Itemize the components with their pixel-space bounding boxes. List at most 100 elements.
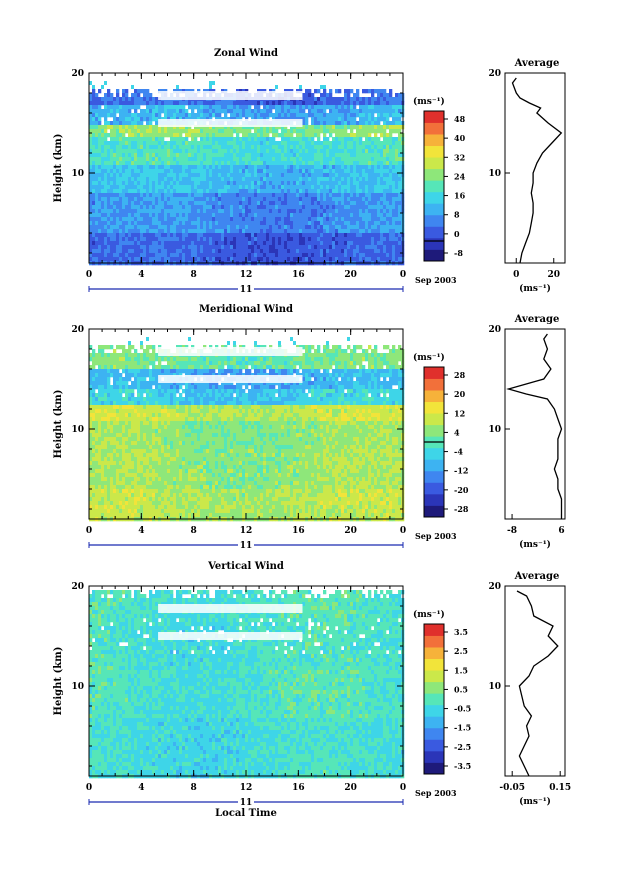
heatmap-cell xyxy=(161,141,165,146)
heatmap-cell xyxy=(224,221,228,226)
heatmap-cell xyxy=(218,161,222,166)
heatmap-cell xyxy=(395,169,399,174)
heatmap-cell xyxy=(341,241,345,246)
heatmap-cell xyxy=(119,249,123,254)
heatmap-cell xyxy=(116,93,120,98)
heatmap-cell xyxy=(155,201,159,206)
heatmap-cell xyxy=(260,109,264,114)
heatmap-cell xyxy=(311,253,315,258)
heatmap-cell xyxy=(170,209,174,214)
heatmap-cell xyxy=(386,97,390,102)
heatmap-cell xyxy=(266,149,270,154)
heatmap-cell xyxy=(371,357,375,362)
heatmap-cell xyxy=(188,357,192,362)
heatmap-cell xyxy=(371,241,375,246)
heatmap-cell xyxy=(305,221,309,226)
heatmap-cell xyxy=(152,217,156,222)
heatmap-cell xyxy=(335,97,339,102)
heatmap-cell xyxy=(122,201,126,206)
heatmap-cell xyxy=(293,245,297,250)
heatmap-cell xyxy=(374,129,378,134)
heatmap-cell xyxy=(257,253,261,258)
heatmap-cell xyxy=(89,209,93,214)
heatmap-cell xyxy=(308,197,312,202)
heatmap-cell xyxy=(206,137,210,142)
heatmap-cell xyxy=(110,241,114,246)
heatmap-cell xyxy=(92,185,96,190)
heatmap-cell xyxy=(233,109,237,114)
heatmap-cell xyxy=(242,253,246,258)
heatmap-cell xyxy=(266,209,270,214)
heatmap-cell xyxy=(221,161,225,166)
heatmap-cell xyxy=(206,245,210,250)
heatmap-cell xyxy=(326,185,330,190)
heatmap-cell xyxy=(278,341,281,345)
heatmap-cell xyxy=(212,229,216,234)
heatmap-cell xyxy=(92,129,96,134)
heatmap-cell xyxy=(149,169,153,174)
heatmap-cell xyxy=(362,353,366,358)
heatmap-cell xyxy=(155,249,159,254)
heatmap-cell xyxy=(131,149,135,154)
heatmap-cell xyxy=(110,197,114,202)
heatmap-cell xyxy=(233,181,237,186)
heatmap-cell xyxy=(119,97,123,102)
heatmap-cell xyxy=(176,201,180,206)
heatmap-cell xyxy=(257,213,261,218)
heatmap-cell xyxy=(98,153,102,158)
heatmap-cell xyxy=(353,245,357,250)
heatmap-cell xyxy=(350,173,354,178)
heatmap-cell xyxy=(116,197,120,202)
heatmap-cell xyxy=(290,109,294,114)
heatmap-cell xyxy=(266,213,270,218)
heatmap-cell xyxy=(332,205,336,210)
heatmap-cell xyxy=(311,157,315,162)
heatmap-cell xyxy=(257,201,261,206)
heatmap-cell xyxy=(131,233,135,238)
heatmap-cell xyxy=(125,361,129,366)
heatmap-cell xyxy=(359,257,363,262)
heatmap-cell xyxy=(137,213,141,218)
heatmap-cell xyxy=(290,177,294,182)
heatmap-cell xyxy=(92,101,96,106)
heatmap-cell xyxy=(95,141,99,146)
heatmap-cell xyxy=(92,153,96,158)
heatmap-cell xyxy=(308,125,312,130)
heatmap-cell xyxy=(188,229,192,234)
heatmap-cell xyxy=(329,185,333,190)
heatmap-cell xyxy=(338,205,342,210)
heatmap-cell xyxy=(290,129,294,134)
heatmap-cell xyxy=(389,233,393,238)
heatmap-cell xyxy=(332,345,336,350)
heatmap-cell xyxy=(281,193,285,198)
heatmap-cell xyxy=(197,253,201,258)
heatmap-cell xyxy=(287,105,291,110)
heatmap-cell xyxy=(389,221,393,226)
heatmap-cell xyxy=(362,249,366,254)
heatmap-cell xyxy=(200,237,204,242)
heatmap-cell xyxy=(254,209,258,214)
heatmap-cell xyxy=(254,257,258,262)
heatmap-cell xyxy=(335,145,339,150)
heatmap-cell xyxy=(95,137,99,142)
heatmap-cell xyxy=(353,113,357,118)
heatmap-cell xyxy=(161,217,165,222)
heatmap-cell xyxy=(269,177,273,182)
heatmap-cell xyxy=(119,257,123,262)
heatmap-cell xyxy=(176,101,180,106)
heatmap-cell xyxy=(200,125,204,130)
heatmap-cell xyxy=(95,109,99,114)
heatmap-cell xyxy=(218,153,222,158)
heatmap-cell xyxy=(176,357,180,362)
heatmap-cell xyxy=(398,257,402,262)
heatmap-cell xyxy=(311,105,315,110)
heatmap-cell xyxy=(284,249,288,254)
heatmap-cell xyxy=(305,197,309,202)
heatmap-cell xyxy=(182,229,186,234)
heatmap-cell xyxy=(293,185,297,190)
heatmap-cell xyxy=(356,113,360,118)
heatmap-cell xyxy=(110,93,114,98)
heatmap-cell xyxy=(314,165,318,170)
heatmap-cell xyxy=(350,137,354,142)
heatmap-cell xyxy=(266,105,270,110)
